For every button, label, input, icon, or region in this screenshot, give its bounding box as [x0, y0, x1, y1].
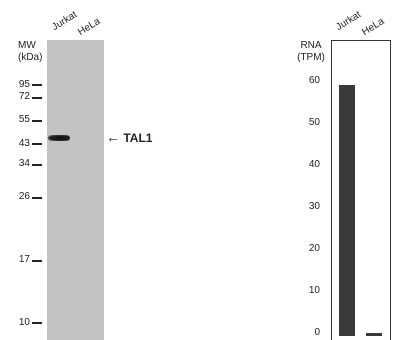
rna-tick-30: 30 [308, 201, 320, 212]
marker-72-tick [32, 97, 42, 99]
rna-bar-jurkat [339, 85, 355, 336]
mw-header: MW (kDa) [18, 40, 42, 64]
marker-95-label: 95 [18, 79, 30, 90]
rna-plot-area [331, 40, 391, 340]
rna-tick-50: 50 [308, 117, 320, 128]
target-label: TAL1 [123, 131, 153, 145]
rna-tick-0: 0 [314, 327, 320, 338]
rna-tick-40: 40 [308, 159, 320, 170]
blot-lane-label-hela: HeLa [76, 16, 103, 38]
marker-55-label: 55 [18, 114, 30, 125]
marker-43-tick [32, 143, 42, 145]
blot-lane-label-jurkat: Jurkat [50, 9, 80, 33]
marker-26-tick [32, 197, 42, 199]
rna-lane-label-hela: HeLa [360, 16, 387, 38]
blot-membrane [47, 40, 104, 340]
target-annotation: ← TAL1 [106, 130, 152, 145]
rna-tick-10: 10 [308, 285, 320, 296]
rna-header-line1: RNA [300, 40, 322, 51]
tal1-band-jurkat [48, 135, 70, 141]
arrow-left-icon: ← [106, 129, 120, 145]
marker-43-label: 43 [18, 138, 30, 149]
marker-72-label: 72 [18, 91, 30, 102]
rna-bar-hela [366, 333, 382, 336]
marker-10-tick [32, 322, 42, 324]
rna-header: RNA (TPM) [294, 40, 328, 64]
marker-34-tick [32, 164, 42, 166]
marker-34-label: 34 [18, 158, 30, 169]
marker-55-tick [32, 120, 42, 122]
mw-header-line1: MW [18, 40, 36, 51]
rna-header-line2: (TPM) [297, 52, 325, 63]
marker-10-label: 10 [18, 317, 30, 328]
marker-95-tick [32, 84, 42, 86]
marker-26-label: 26 [18, 191, 30, 202]
marker-17-tick [32, 260, 42, 262]
rna-lane-label-jurkat: Jurkat [334, 9, 364, 33]
rna-tick-60: 60 [308, 75, 320, 86]
rna-tick-20: 20 [308, 243, 320, 254]
marker-17-label: 17 [18, 254, 30, 265]
mw-header-line2: (kDa) [18, 52, 43, 63]
